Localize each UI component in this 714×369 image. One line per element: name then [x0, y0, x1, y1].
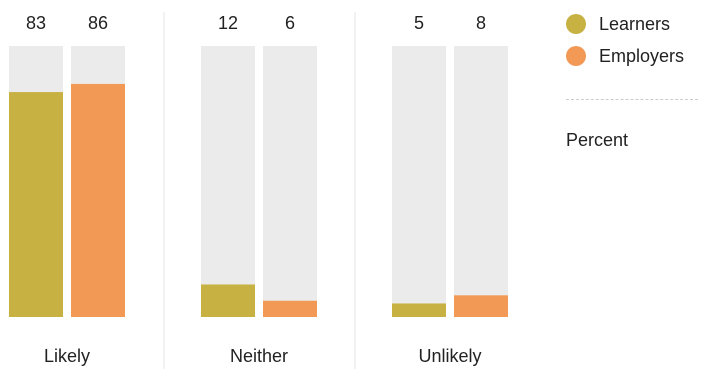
legend-divider: [566, 99, 698, 100]
bar-neither-employers: [263, 300, 317, 317]
bar-unlikely-learners: [392, 303, 446, 317]
bar-unlikely-employers: [454, 295, 508, 317]
data-label-likely-employers: 86: [88, 13, 108, 33]
bar-neither-learners: [201, 284, 255, 317]
legend-item-learners: Learners: [566, 8, 714, 40]
legend-swatch-learners: [566, 14, 586, 34]
bar-likely-employers: [71, 83, 125, 317]
data-label-neither-employers: 6: [285, 13, 295, 33]
bar-likely-learners: [9, 92, 63, 317]
bar-track-neither-employers: [263, 46, 317, 317]
bar-chart: 83 86 Likely 12 6 Neither 5 8 Unlikely: [9, 12, 508, 369]
legend-swatch-employers: [566, 46, 586, 66]
data-label-unlikely-employers: 8: [476, 13, 486, 33]
legend-label-employers: Employers: [599, 45, 685, 66]
category-label-unlikely: Unlikely: [418, 346, 481, 366]
legend-label-learners: Learners: [599, 13, 671, 34]
bar-track-unlikely-employers: [454, 46, 508, 317]
bar-track-unlikely-learners: [392, 46, 446, 317]
data-label-neither-learners: 12: [218, 13, 238, 33]
bar-track-neither-learners: [201, 46, 255, 317]
category-label-likely: Likely: [44, 346, 90, 366]
data-label-unlikely-learners: 5: [414, 13, 424, 33]
category-label-neither: Neither: [230, 346, 288, 366]
unit-label: Percent: [566, 130, 629, 150]
data-label-likely-learners: 83: [26, 13, 46, 33]
legend: Learners Employers Percent: [566, 8, 714, 150]
legend-item-employers: Employers: [566, 40, 714, 72]
